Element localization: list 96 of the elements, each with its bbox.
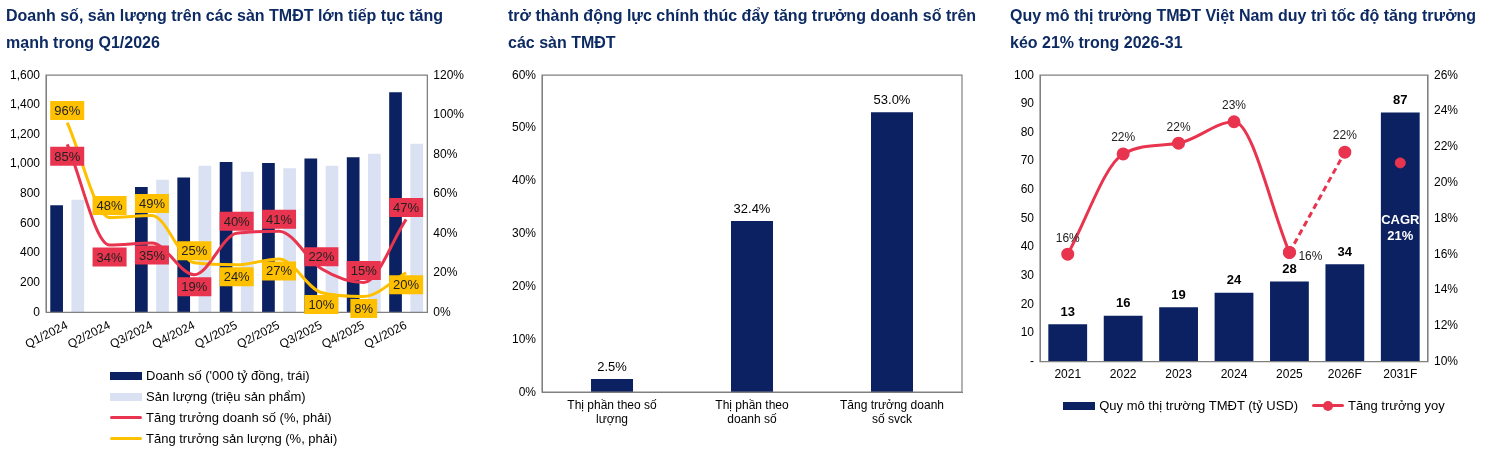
y2-tick-label: 60% — [433, 186, 458, 201]
data-label: 49% — [138, 196, 166, 212]
legend-label: Sản lượng (triệu sản phẩm) — [146, 389, 306, 404]
data-label: 2.5% — [597, 358, 628, 374]
data-label: 16% — [1298, 248, 1323, 263]
y2-tick-label: 20% — [1433, 174, 1459, 189]
data-label: 35% — [138, 247, 166, 263]
data-label: 8% — [354, 301, 374, 317]
x-tick-label: 2031F — [1383, 367, 1418, 382]
annotation: CAGR 21% — [1381, 211, 1421, 243]
y2-tick-label: 18% — [1433, 210, 1459, 225]
legend-label: Tăng trưởng yoy — [1348, 398, 1445, 413]
data-label: 87 — [1393, 92, 1408, 108]
y-tick-label: 100 — [1013, 67, 1035, 82]
data-label: 32.4% — [733, 200, 771, 216]
data-label: 22% — [1111, 130, 1136, 145]
y2-tick-label: 0% — [433, 304, 451, 319]
legend-label: Quy mô thị trường TMĐT (tỷ USD) — [1099, 398, 1299, 413]
data-label: 19 — [1171, 286, 1186, 302]
y2-tick-label: 24% — [1433, 103, 1459, 118]
data-label: 34 — [1337, 243, 1353, 259]
y-tick-label: 90 — [1020, 96, 1035, 111]
data-label: 41% — [266, 211, 293, 227]
y-tick-label: 0 — [33, 304, 41, 319]
data-label: 27% — [266, 263, 293, 279]
y-tick-label: 40% — [511, 173, 537, 188]
y2-tick-label: 120% — [433, 67, 465, 82]
data-label: 15% — [350, 263, 378, 279]
data-label: 47% — [393, 199, 420, 215]
data-label: 96% — [54, 103, 81, 119]
data-label: 24 — [1226, 272, 1242, 288]
y-tick-label: 600 — [20, 215, 41, 230]
data-label: 25% — [181, 243, 208, 259]
x-tick-label: Tăng trưởng doanh số svck — [840, 397, 944, 427]
y-tick-label: 0% — [518, 384, 537, 399]
legend-label: Tăng trưởng doanh số (%, phải) — [146, 410, 332, 425]
y-tick-label: 1,400 — [10, 97, 41, 112]
y2-tick-label: 40% — [433, 225, 458, 240]
data-label: 19% — [181, 279, 208, 295]
y-tick-label: 60% — [511, 67, 537, 82]
y-tick-label: 60 — [1020, 182, 1035, 197]
x-tick-label: Thị phần theo doanh số — [715, 397, 790, 427]
data-label: 53.0% — [873, 91, 911, 107]
y-tick-label: 400 — [20, 245, 41, 260]
y-tick-label: - — [1030, 353, 1035, 368]
data-label: 24% — [223, 269, 251, 285]
y2-tick-label: 16% — [1433, 246, 1459, 261]
x-tick-label: Thị phần theo số lượng — [567, 397, 658, 427]
data-label: 13 — [1060, 303, 1075, 319]
y-tick-label: 1,200 — [10, 126, 41, 141]
y-tick-label: 50% — [511, 120, 537, 135]
data-label: 16 — [1115, 295, 1131, 311]
data-label: 40% — [223, 213, 251, 229]
data-label: 48% — [96, 198, 124, 213]
data-label: 22% — [1166, 119, 1191, 134]
y-tick-label: 1,600 — [10, 67, 41, 82]
y-tick-label: 10% — [511, 331, 537, 346]
data-label: 10% — [308, 297, 335, 313]
legend-label: Tăng trưởng sản lượng (%, phải) — [146, 431, 338, 446]
y2-tick-label: 80% — [433, 146, 458, 161]
y2-tick-label: 14% — [1433, 282, 1459, 297]
data-label: 22% — [308, 249, 335, 265]
y-tick-label: 50 — [1020, 210, 1035, 225]
y2-tick-label: 20% — [433, 265, 458, 280]
y-tick-label: 800 — [20, 186, 41, 201]
y-tick-label: 30% — [511, 226, 537, 241]
y2-tick-label: 22% — [1433, 139, 1459, 154]
y2-tick-label: 100% — [433, 107, 465, 122]
data-label: 20% — [393, 277, 420, 293]
data-label: 85% — [54, 148, 81, 164]
data-label: 22% — [1332, 128, 1358, 143]
data-label: 28 — [1282, 260, 1297, 276]
y-tick-label: 200 — [20, 274, 41, 289]
chart-title: trở thành động lực chính thúc đẩy tăng trưởng doanh số trên các sàn TMĐT — [507, 6, 978, 53]
y-tick-label: 10 — [1020, 325, 1035, 340]
chart-title: Quy mô thị trường TMĐT Việt Nam duy trì tốc độ tăng trưởng kéo 21% trong 2026-31 — [1009, 6, 1478, 53]
y2-tick-label: 26% — [1433, 67, 1459, 82]
data-label: 23% — [1221, 98, 1247, 113]
x-tick-label: 2024 — [1220, 367, 1248, 382]
y-tick-label: 80 — [1020, 124, 1035, 139]
x-tick-label: 2021 — [1054, 367, 1082, 382]
y-tick-label: 1,000 — [10, 156, 41, 171]
x-tick-label: 2022 — [1109, 367, 1137, 382]
data-label: 34% — [96, 249, 124, 265]
y-tick-label: 40 — [1020, 239, 1035, 254]
y-tick-label: 20% — [511, 278, 537, 293]
y-tick-label: 70 — [1020, 153, 1035, 168]
chart-title: Doanh số, sản lượng trên các sàn TMĐT lớn tiếp tục tăng mạnh trong Q1/2026 — [5, 6, 445, 53]
y2-tick-label: 10% — [1433, 353, 1459, 368]
x-tick-label: 2026F — [1327, 367, 1362, 382]
x-tick-label: 2025 — [1276, 367, 1304, 382]
legend-label: Doanh số ('000 tỷ đồng, trái) — [146, 368, 310, 383]
y-tick-label: 20 — [1020, 296, 1035, 311]
y-tick-label: 30 — [1020, 267, 1035, 282]
y2-tick-label: 12% — [1433, 318, 1459, 333]
x-tick-label: 2023 — [1165, 367, 1193, 382]
